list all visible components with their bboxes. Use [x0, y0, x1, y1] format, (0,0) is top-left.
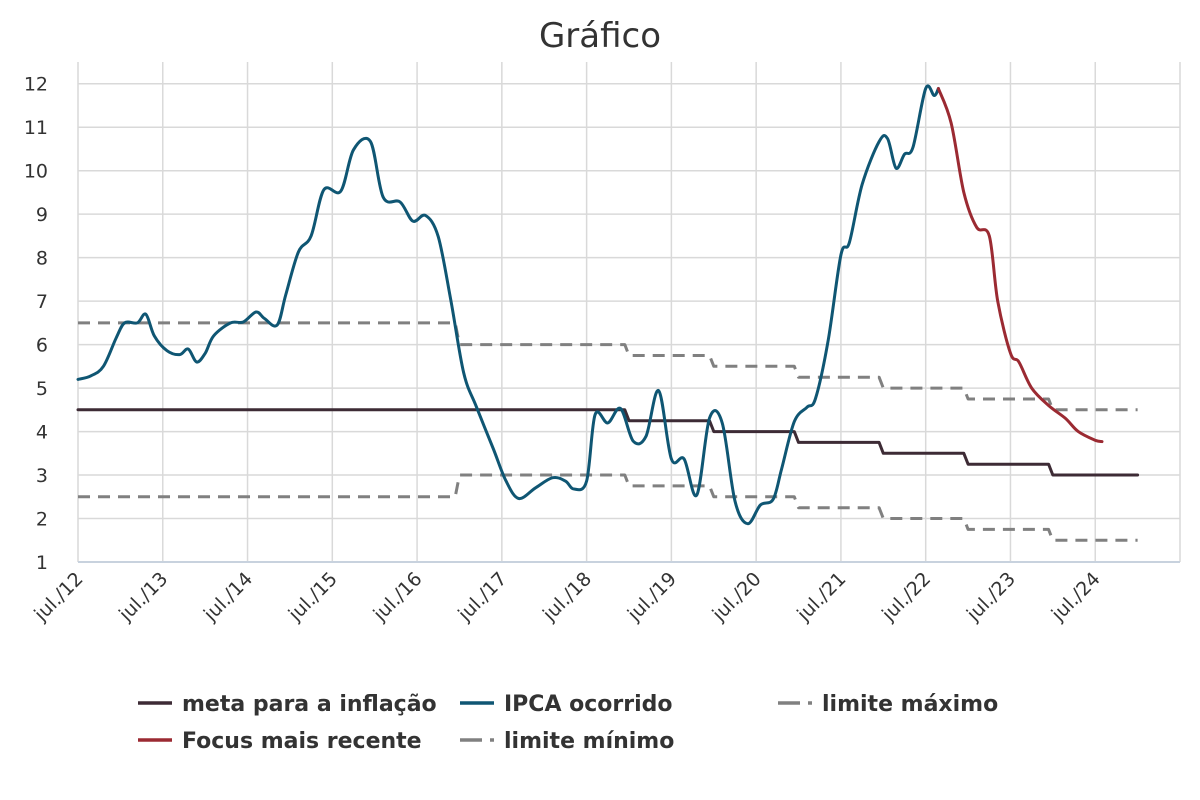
legend-label: IPCA ocorrido [504, 692, 673, 717]
x-tick-label: jul./22 [877, 568, 935, 626]
y-tick-label: 4 [36, 422, 48, 444]
legend-item: IPCA ocorrido [460, 692, 673, 717]
y-tick-label: 12 [24, 74, 48, 96]
grid [77, 62, 1181, 563]
y-tick-label: 6 [36, 335, 48, 357]
legend-label: limite mínimo [504, 729, 674, 754]
y-tick-label: 3 [36, 465, 48, 487]
legend-label: meta para a inflação [182, 692, 437, 717]
y-tick-label: 10 [24, 161, 48, 183]
x-tick-label: jul./13 [114, 568, 172, 626]
legend-label: Focus mais recente [182, 729, 422, 754]
y-tick-label: 7 [36, 291, 48, 313]
series-line-meta-para-a-inflacao [76, 408, 1140, 477]
chart-title: Gráfico [539, 16, 661, 56]
x-tick-label: jul./21 [792, 568, 850, 626]
y-tick-label: 5 [36, 378, 48, 400]
series-line-limite-maximo [78, 321, 1138, 412]
y-tick-label: 2 [36, 509, 48, 531]
series-lines [76, 84, 1140, 542]
series-line-ipca-ocorrido [76, 84, 940, 526]
x-tick-label: jul./14 [199, 568, 257, 626]
x-tick-label: jul./20 [708, 568, 766, 626]
legend-label: limite máximo [822, 692, 998, 717]
x-tick-label: jul./19 [623, 568, 681, 626]
legend-item: limite mínimo [460, 729, 674, 754]
y-tick-label: 9 [36, 204, 48, 226]
x-tick-label: jul./16 [368, 568, 426, 626]
y-tick-label: 11 [24, 117, 48, 139]
x-tick-label: jul./15 [284, 568, 342, 626]
y-tick-label: 8 [36, 248, 48, 270]
legend-item: Focus mais recente [138, 729, 422, 754]
axes: jul./12 jul./13 jul./14 jul./15 jul./16 jul./… [24, 74, 1180, 626]
series-line-limite-minimo [78, 473, 1138, 542]
x-tick-label: jul./24 [1047, 568, 1105, 626]
x-tick-label: jul./17 [453, 568, 511, 626]
legend-item: limite máximo [778, 692, 998, 717]
x-tick-label: jul./18 [538, 568, 596, 626]
x-tick-label: jul./12 [29, 568, 87, 626]
series-line-focus-mais-recente [936, 87, 1104, 444]
legend: meta para a inflação IPCA ocorrido limite … [138, 692, 998, 754]
legend-item: meta para a inflação [138, 692, 437, 717]
y-tick-label: 1 [36, 552, 48, 574]
x-tick-label: jul./23 [962, 568, 1020, 626]
